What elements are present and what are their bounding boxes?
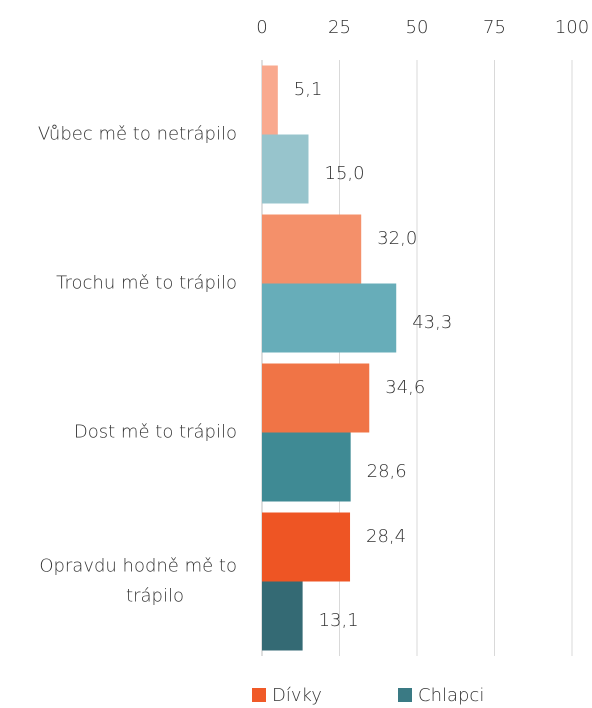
x-tick-label: 100	[555, 17, 589, 38]
x-tick-label: 0	[256, 17, 267, 38]
value-label: 28,6	[367, 461, 407, 482]
legend-label: Dívky	[272, 685, 322, 706]
x-tick-label: 75	[483, 17, 506, 38]
legend-swatch	[252, 688, 266, 702]
value-label: 28,4	[366, 526, 406, 547]
x-tick-label: 25	[328, 17, 351, 38]
value-label: 43,3	[412, 312, 452, 333]
bar	[262, 283, 397, 353]
bar	[262, 214, 362, 284]
value-label: 32,0	[377, 228, 417, 249]
bar	[262, 512, 351, 582]
bar	[262, 134, 309, 204]
y-tick-label: Opravdu hodně mě to trápilo	[39, 556, 237, 607]
x-tick-label: 50	[406, 17, 429, 38]
value-label: 15,0	[325, 163, 365, 184]
value-label: 13,1	[319, 610, 359, 631]
y-tick-label: Vůbec mě to netrápilo	[38, 124, 237, 145]
legend-swatch	[398, 688, 412, 702]
value-label: 34,6	[385, 377, 425, 398]
legend-label: Chlapci	[418, 685, 484, 706]
bar	[262, 363, 370, 433]
y-tick-label: Trochu mě to trápilo	[56, 273, 237, 294]
bar	[262, 432, 351, 502]
y-tick-label: Dost mě to trápilo	[74, 422, 237, 443]
value-label: 5,1	[294, 79, 323, 100]
bar	[262, 581, 303, 651]
bar	[262, 65, 278, 135]
